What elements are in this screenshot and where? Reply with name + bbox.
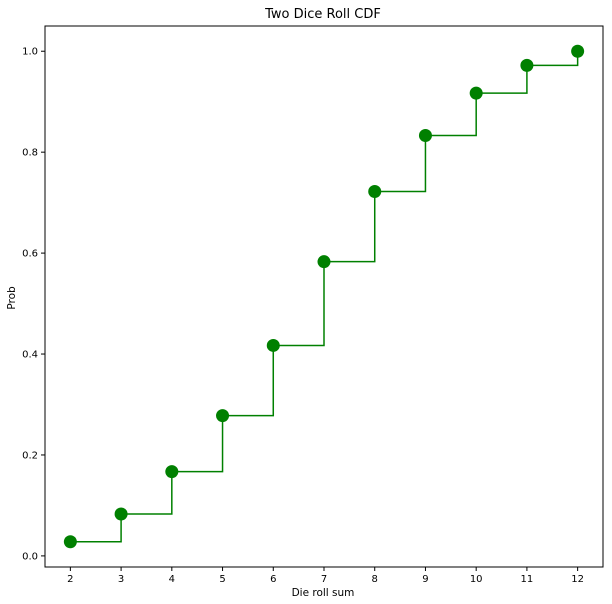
data-point: [114, 507, 128, 521]
x-axis: 2 3 4 5 6 7 8 9 10 11 12: [67, 567, 584, 585]
data-point: [63, 535, 77, 549]
y-tick-label: 0.0: [22, 551, 38, 562]
x-tick-label: 6: [270, 574, 276, 585]
y-tick-label: 0.4: [22, 350, 38, 361]
data-point: [317, 255, 331, 269]
y-tick-label: 0.6: [22, 249, 38, 260]
y-tick-label: 0.2: [22, 450, 38, 461]
data-point: [165, 465, 179, 479]
x-tick-label: 3: [118, 574, 124, 585]
x-tick-label: 8: [372, 574, 378, 585]
y-tick-label: 1.0: [22, 47, 38, 58]
data-point: [368, 185, 382, 199]
data-point: [571, 44, 585, 58]
data-point: [418, 129, 432, 143]
y-axis: 0.0 0.2 0.4 0.6 0.8 1.0: [22, 47, 45, 562]
y-axis-label: Prob: [6, 286, 18, 310]
data-point: [469, 86, 483, 100]
x-tick-label: 12: [571, 574, 584, 585]
data-point: [216, 409, 230, 423]
y-tick-label: 0.8: [22, 148, 38, 159]
x-tick-label: 10: [470, 574, 483, 585]
data-point: [520, 58, 534, 72]
cdf-step-line: [70, 51, 579, 543]
x-tick-label: 11: [521, 574, 534, 585]
x-tick-label: 4: [169, 574, 175, 585]
x-tick-label: 9: [422, 574, 428, 585]
x-axis-label: Die roll sum: [292, 587, 355, 599]
data-point: [266, 338, 280, 352]
x-tick-label: 5: [219, 574, 225, 585]
plot-area: [63, 44, 585, 549]
chart-title: Two Dice Roll CDF: [264, 7, 381, 22]
x-tick-label: 2: [67, 574, 73, 585]
x-tick-label: 7: [321, 574, 327, 585]
